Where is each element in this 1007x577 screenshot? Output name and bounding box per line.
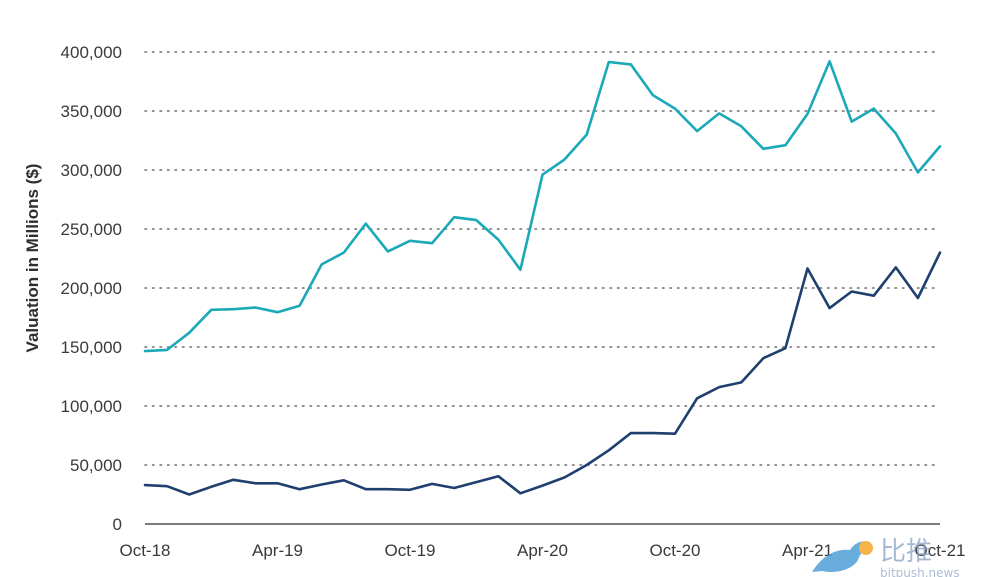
y-tick-label: 250,000 bbox=[61, 220, 122, 239]
y-tick-label: 350,000 bbox=[61, 102, 122, 121]
x-tick-label: Apr-21 bbox=[782, 541, 833, 560]
x-tick-label: Oct-21 bbox=[914, 541, 965, 560]
y-tick-label: 150,000 bbox=[61, 338, 122, 357]
x-tick-label: Apr-19 bbox=[252, 541, 303, 560]
bird-icon bbox=[812, 541, 872, 572]
x-axis-ticks: Oct-18 Apr-19 Oct-19 Apr-20 Oct-20 Apr-21 Oct-… bbox=[119, 541, 965, 560]
x-tick-label: Apr-20 bbox=[517, 541, 568, 560]
watermark-brand: 比推 bbox=[880, 537, 932, 567]
x-tick-label: Oct-20 bbox=[649, 541, 700, 560]
grid-layer bbox=[144, 51, 941, 466]
series-line-2 bbox=[143, 251, 942, 496]
y-tick-label: 50,000 bbox=[70, 456, 122, 475]
y-tick-label: 200,000 bbox=[61, 279, 122, 298]
x-tick-label: Oct-19 bbox=[384, 541, 435, 560]
y-tick-label: 100,000 bbox=[61, 397, 122, 416]
watermark-logo: 比推 bitpush.news bbox=[812, 537, 960, 577]
series-layer bbox=[143, 60, 942, 496]
x-tick-label: Oct-18 bbox=[119, 541, 170, 560]
coin-icon bbox=[859, 541, 873, 555]
series-line-1 bbox=[143, 60, 942, 353]
y-axis-ticks: 0 50,000 100,000 150,000 200,000 250,000 300,0… bbox=[61, 43, 122, 534]
y-axis-title: Valuation in Millions ($) bbox=[23, 164, 42, 353]
y-tick-label: 0 bbox=[113, 515, 122, 534]
y-tick-label: 300,000 bbox=[61, 161, 122, 180]
y-tick-label: 400,000 bbox=[61, 43, 122, 62]
watermark-url: bitpush.news bbox=[880, 566, 960, 577]
